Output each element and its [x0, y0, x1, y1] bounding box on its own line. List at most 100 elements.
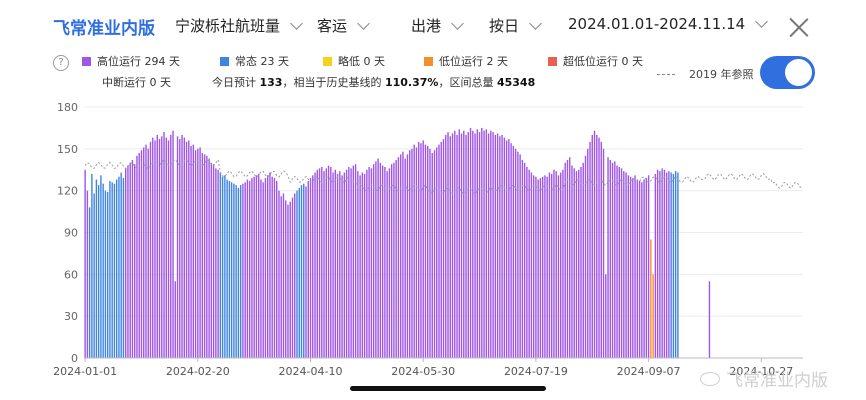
chart-bar: [298, 187, 300, 358]
chart-bar: [179, 139, 181, 358]
chart-bar: [384, 166, 386, 358]
legend-swatch: [323, 56, 332, 66]
chart-bar: [334, 169, 337, 358]
date-range-dropdown[interactable]: 2024.01.01-2024.11.14: [568, 15, 769, 33]
chevron-down-icon: [451, 16, 464, 30]
legend-item-very-low[interactable]: 超低位运行 0 天: [548, 53, 643, 69]
chart-bar: [381, 165, 384, 358]
chart-bar: [176, 136, 179, 358]
x-tick-label: 2024-09-07: [617, 365, 681, 378]
chart-bar: [652, 274, 654, 358]
chart-bar: [499, 136, 501, 358]
y-tick-label: 180: [57, 101, 78, 114]
chart-bar: [670, 172, 672, 358]
chart-bar: [514, 148, 517, 358]
direction-dropdown[interactable]: 出港: [411, 15, 464, 36]
chart-bar: [616, 165, 618, 358]
chart-bar: [203, 154, 206, 358]
chart-bar: [233, 183, 235, 358]
chart-bar: [357, 171, 359, 358]
chart-bar: [609, 159, 611, 358]
chart-bar: [424, 144, 427, 358]
chart-bar: [109, 180, 111, 358]
chart-bar: [129, 162, 131, 358]
summary-line: 今日预计 133，相当于历史基线的 110.37%，区间总量 45348: [212, 74, 535, 90]
chart-bar: [93, 193, 95, 358]
chart-bar: [535, 176, 537, 358]
chart-bar: [526, 166, 528, 358]
chart-bar: [134, 164, 136, 358]
chart-bar: [429, 148, 431, 358]
y-tick-label: 120: [57, 185, 78, 198]
chart-bar: [217, 169, 219, 358]
chart-bar: [569, 157, 571, 358]
chart-bar: [226, 179, 228, 358]
chart-bar: [271, 176, 273, 358]
chart-bar: [267, 175, 269, 358]
chart-bar: [215, 168, 217, 358]
chart-bar: [127, 165, 129, 358]
summary-separator: ，: [282, 76, 294, 89]
legend-item-normal[interactable]: 常态 23 天: [220, 53, 289, 69]
type-dropdown[interactable]: 客运: [317, 15, 370, 36]
chart-bar: [436, 147, 438, 358]
legend-item-high[interactable]: 高位运行 294 天: [82, 53, 180, 69]
chart-bar: [172, 130, 174, 358]
chart-bar: [460, 133, 463, 358]
close-icon[interactable]: [788, 16, 810, 38]
chart-bar: [257, 173, 260, 358]
chart-bar: [584, 155, 587, 358]
chart-bar: [104, 190, 107, 358]
help-icon[interactable]: ?: [53, 55, 69, 71]
chart-bar: [170, 134, 172, 358]
chart-bar: [478, 132, 481, 358]
chart-bar: [636, 179, 639, 358]
chart-bar: [668, 171, 670, 358]
legend-label: 常态 23 天: [235, 55, 289, 68]
chart-bar: [528, 169, 530, 358]
legend-label: 低位运行 2 天: [439, 55, 508, 68]
chart-bar: [420, 143, 422, 358]
chart-bar: [458, 129, 460, 358]
legend-label: 超低位运行 0 天: [563, 55, 643, 68]
reference-toggle[interactable]: [760, 56, 815, 89]
chart-bar: [663, 169, 666, 358]
chart-bar: [278, 190, 280, 358]
chart-bar: [210, 162, 213, 358]
y-tick-label: 150: [57, 143, 78, 156]
chart-bar: [84, 169, 86, 358]
chart-bar: [672, 173, 675, 358]
chart-bar: [395, 159, 397, 358]
chart-bar: [312, 175, 314, 358]
chart-bar: [623, 171, 625, 358]
chart-bar: [445, 134, 447, 358]
toggle-knob: [785, 59, 812, 86]
chart-bar: [483, 130, 485, 358]
chart-bar: [269, 172, 271, 358]
home-indicator[interactable]: [350, 386, 546, 391]
chart-bar: [188, 140, 190, 358]
chart-bar: [192, 144, 195, 358]
chart-bar: [605, 274, 607, 358]
chart-bar: [440, 141, 442, 358]
chart-bar: [285, 200, 287, 358]
legend-label: 高位运行 294 天: [97, 55, 180, 68]
chevron-down-icon: [755, 15, 769, 28]
chart-bar: [262, 182, 264, 358]
chart-bar: [321, 166, 323, 358]
chart-bar: [593, 130, 596, 358]
chart-bar: [591, 134, 593, 358]
route-dropdown[interactable]: 宁波栎社航班量: [175, 15, 303, 36]
total-value: 45348: [496, 76, 536, 89]
legend-item-slightly-low[interactable]: 略低 0 天: [323, 53, 385, 69]
chart-bar: [463, 130, 465, 358]
chart-bar: [611, 162, 614, 358]
chart-bar: [571, 165, 573, 358]
legend-item-low[interactable]: 低位运行 2 天: [424, 53, 508, 69]
chart-bar: [566, 159, 569, 358]
chart-bar: [645, 178, 648, 358]
chart-bar: [600, 141, 602, 358]
chart-bar: [541, 176, 544, 358]
x-tick-label: 2024-01-01: [53, 365, 117, 378]
granularity-dropdown[interactable]: 按日: [489, 15, 542, 36]
